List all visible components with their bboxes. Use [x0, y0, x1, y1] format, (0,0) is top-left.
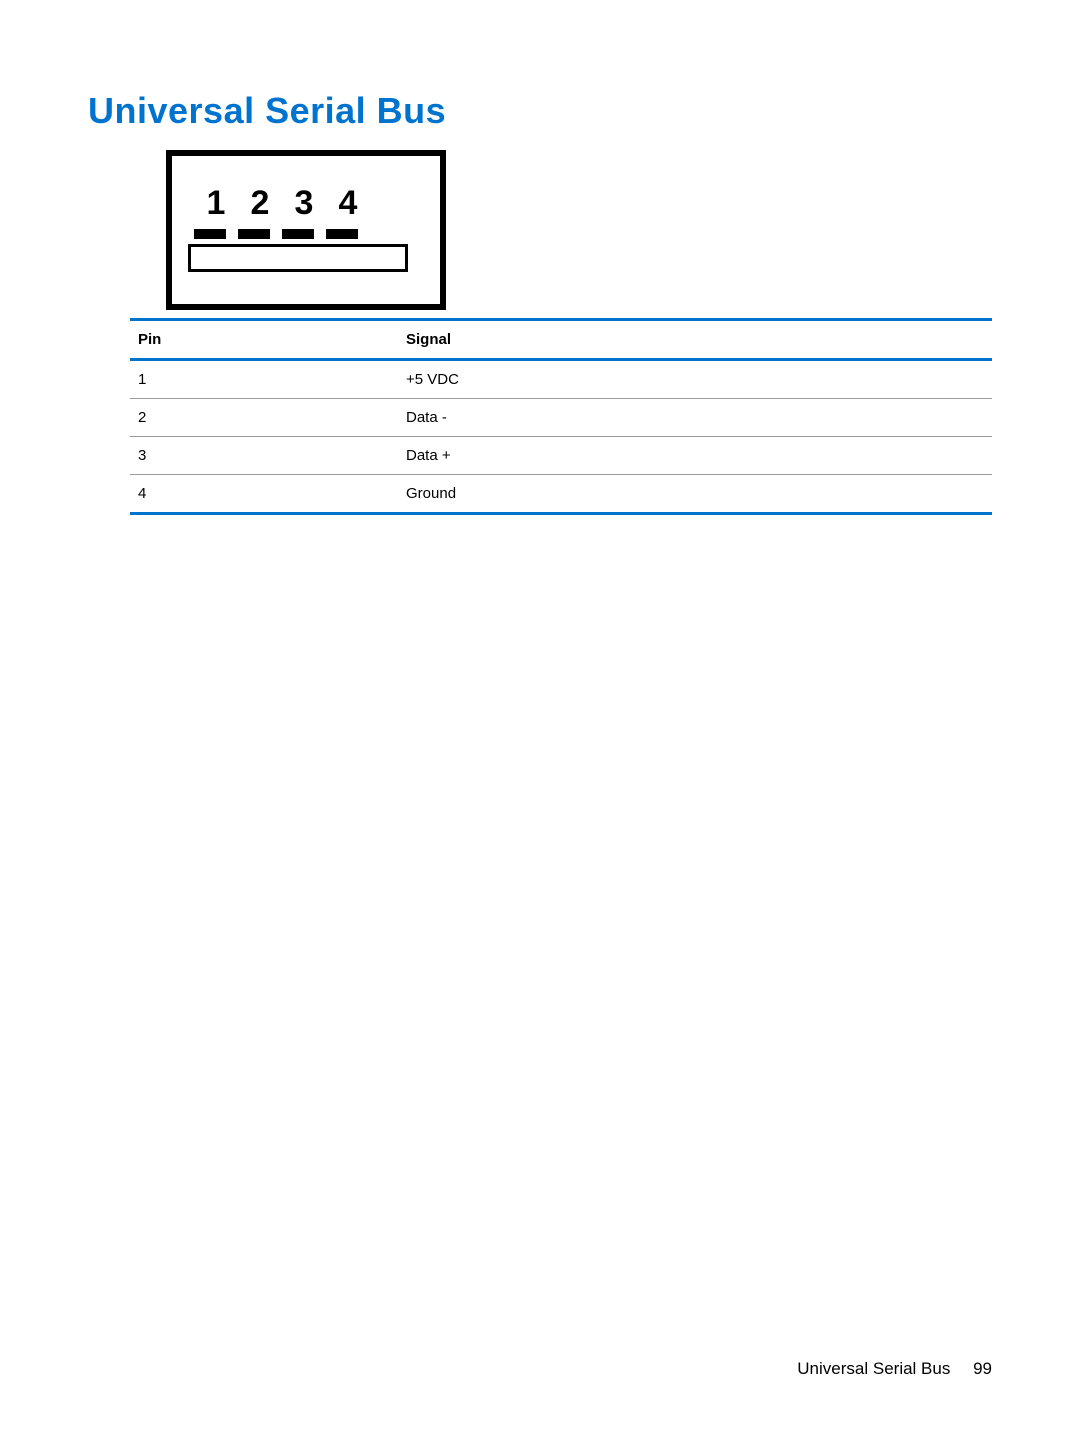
- cell-signal: Data +: [398, 437, 992, 475]
- diagram-pin-numbers: 1234: [196, 184, 372, 223]
- table-row: 1 +5 VDC: [130, 360, 992, 399]
- contact-1: [194, 229, 226, 239]
- page-footer: Universal Serial Bus 99: [797, 1359, 992, 1379]
- footer-section-label: Universal Serial Bus: [797, 1359, 950, 1378]
- cell-signal: +5 VDC: [398, 360, 992, 399]
- table-header-row: Pin Signal: [130, 320, 992, 360]
- footer-page-number: 99: [973, 1359, 992, 1378]
- diagram-inner-rect: [188, 244, 408, 272]
- table-row: 3 Data +: [130, 437, 992, 475]
- pin-number-1: 1: [196, 184, 240, 223]
- cell-signal: Data -: [398, 399, 992, 437]
- cell-pin: 3: [130, 437, 398, 475]
- cell-signal: Ground: [398, 475, 992, 514]
- pinout-table: Pin Signal 1 +5 VDC 2 Data - 3 Data + 4 …: [130, 318, 992, 515]
- column-header-pin: Pin: [130, 320, 398, 360]
- cell-pin: 2: [130, 399, 398, 437]
- pin-number-3: 3: [284, 184, 328, 223]
- contact-4: [326, 229, 358, 239]
- contact-3: [282, 229, 314, 239]
- contact-2: [238, 229, 270, 239]
- section-title: Universal Serial Bus: [88, 90, 992, 132]
- cell-pin: 4: [130, 475, 398, 514]
- pin-number-2: 2: [240, 184, 284, 223]
- cell-pin: 1: [130, 360, 398, 399]
- pin-number-4: 4: [328, 184, 372, 223]
- table-row: 2 Data -: [130, 399, 992, 437]
- usb-connector-diagram: 1234: [166, 150, 446, 310]
- column-header-signal: Signal: [398, 320, 992, 360]
- table-row: 4 Ground: [130, 475, 992, 514]
- diagram-contacts: [194, 226, 370, 244]
